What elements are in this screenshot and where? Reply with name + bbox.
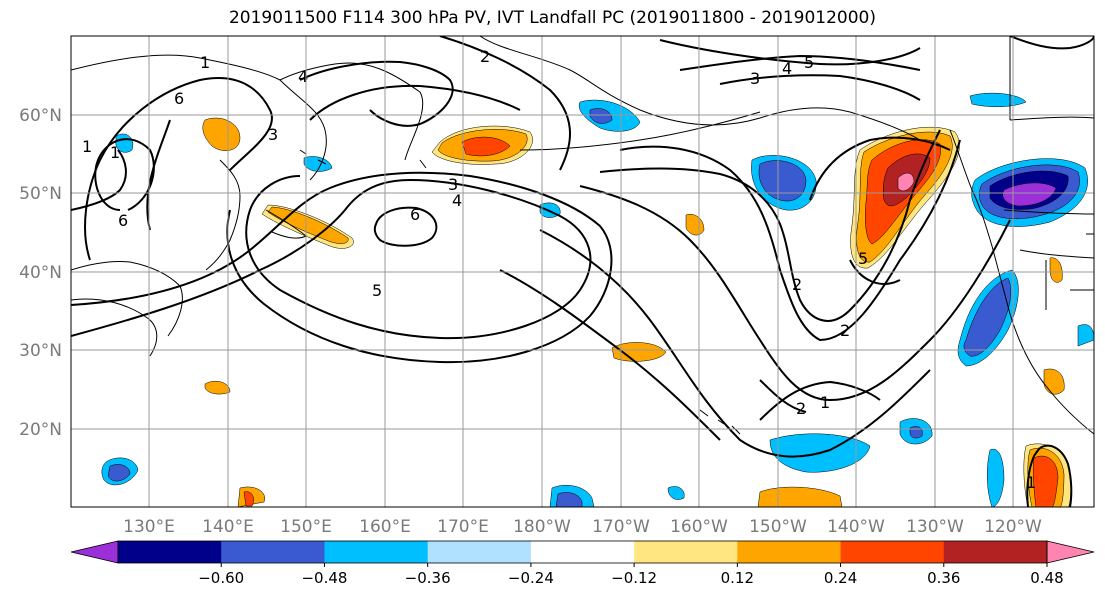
colorbar-tick-label: −0.48: [301, 569, 347, 587]
colorbar: −0.60 −0.48 −0.36 −0.24 −0.12 0.12 0.24 0.36 0.4…: [70, 540, 1095, 587]
lat-label: 40°N: [19, 263, 62, 283]
colorbar-box: [634, 541, 738, 563]
colorbar-box: [737, 541, 842, 563]
lon-label: 150°E: [280, 517, 332, 537]
lon-label: 160°W: [670, 517, 728, 537]
lon-label: 180°W: [513, 517, 571, 537]
colorbar-tick-label: −0.24: [508, 569, 554, 587]
contour-label: 6: [174, 89, 184, 108]
contour-label: 6: [410, 205, 420, 224]
lon-label: 150°W: [749, 517, 807, 537]
colorbar-box: [943, 541, 1048, 563]
lon-label: 170°W: [592, 517, 650, 537]
colorbar-box: [530, 541, 635, 563]
lon-label: 160°E: [359, 517, 411, 537]
contour-label: 2: [792, 275, 802, 294]
lon-label: 140°E: [202, 517, 254, 537]
colorbar-extend-min: [70, 540, 119, 564]
lon-label: 130°E: [123, 517, 175, 537]
contour-label: 1: [1026, 473, 1036, 492]
colorbar-tick-label: 0.36: [927, 569, 960, 587]
lon-label: 170°E: [437, 517, 489, 537]
contour-label: 4: [782, 59, 792, 78]
gridlines: [71, 36, 1094, 507]
colorbar-outline: [117, 540, 1048, 564]
contour-label: 3: [268, 125, 278, 144]
contour-label: 2: [480, 47, 490, 66]
colorbar-tick-label: −0.36: [405, 569, 451, 587]
colorbar-tick-label: 0.24: [824, 569, 857, 587]
colorbar-box: [324, 541, 429, 563]
map-frame: [70, 35, 1095, 508]
pv-anomaly-fills: [101, 92, 1094, 507]
contour-label: 1: [110, 143, 120, 162]
colorbar-box: [118, 541, 222, 563]
contour-label: 1: [82, 137, 92, 156]
contour-label: 2: [796, 399, 806, 418]
contour-labels: 1 2 3 4 5 6 1 2 3 4 5 6 1 2 3 4 5 6 1 2 …: [82, 47, 1036, 492]
map-title: 2019011500 F114 300 hPa PV, IVT Landfall…: [228, 8, 876, 28]
contour-label: 5: [858, 249, 868, 268]
contour-label: 5: [372, 281, 382, 300]
colorbar-tick-label: 0.12: [721, 569, 754, 587]
longitude-labels: 130°E 140°E 150°E 160°E 170°E 180°W 170°…: [123, 517, 1042, 537]
latitude-labels: 60°N 50°N 40°N 30°N 20°N: [19, 106, 62, 440]
colorbar-tick-label: −0.12: [611, 569, 657, 587]
lat-label: 50°N: [19, 184, 62, 204]
contour-label: 1: [820, 393, 830, 412]
colorbar-tick-label: −0.60: [198, 569, 244, 587]
colorbar-box: [840, 541, 945, 563]
colorbar-extend-max: [1046, 540, 1095, 564]
lat-label: 20°N: [19, 420, 62, 440]
colorbar-box: [221, 541, 325, 563]
lat-label: 30°N: [19, 341, 62, 361]
colorbar-tick-label: 0.48: [1030, 569, 1063, 587]
contour-label: 1: [200, 53, 210, 72]
contour-label: 5: [804, 53, 814, 72]
contour-label: 2: [840, 321, 850, 340]
colorbar-box: [427, 541, 532, 563]
map-plot-area: 1 2 3 4 5 6 1 2 3 4 5 6 1 2 3 4 5 6 1 2 …: [71, 36, 1094, 507]
contour-label: 4: [298, 67, 308, 86]
lon-label: 120°W: [984, 517, 1042, 537]
contour-label: 3: [448, 175, 458, 194]
lon-label: 140°W: [827, 517, 885, 537]
lon-label: 130°W: [906, 517, 964, 537]
contour-label: 4: [452, 191, 462, 210]
coastlines: [71, 36, 1094, 435]
contour-label: 3: [750, 69, 760, 88]
contour-label: 6: [118, 211, 128, 230]
lat-label: 60°N: [19, 106, 62, 126]
